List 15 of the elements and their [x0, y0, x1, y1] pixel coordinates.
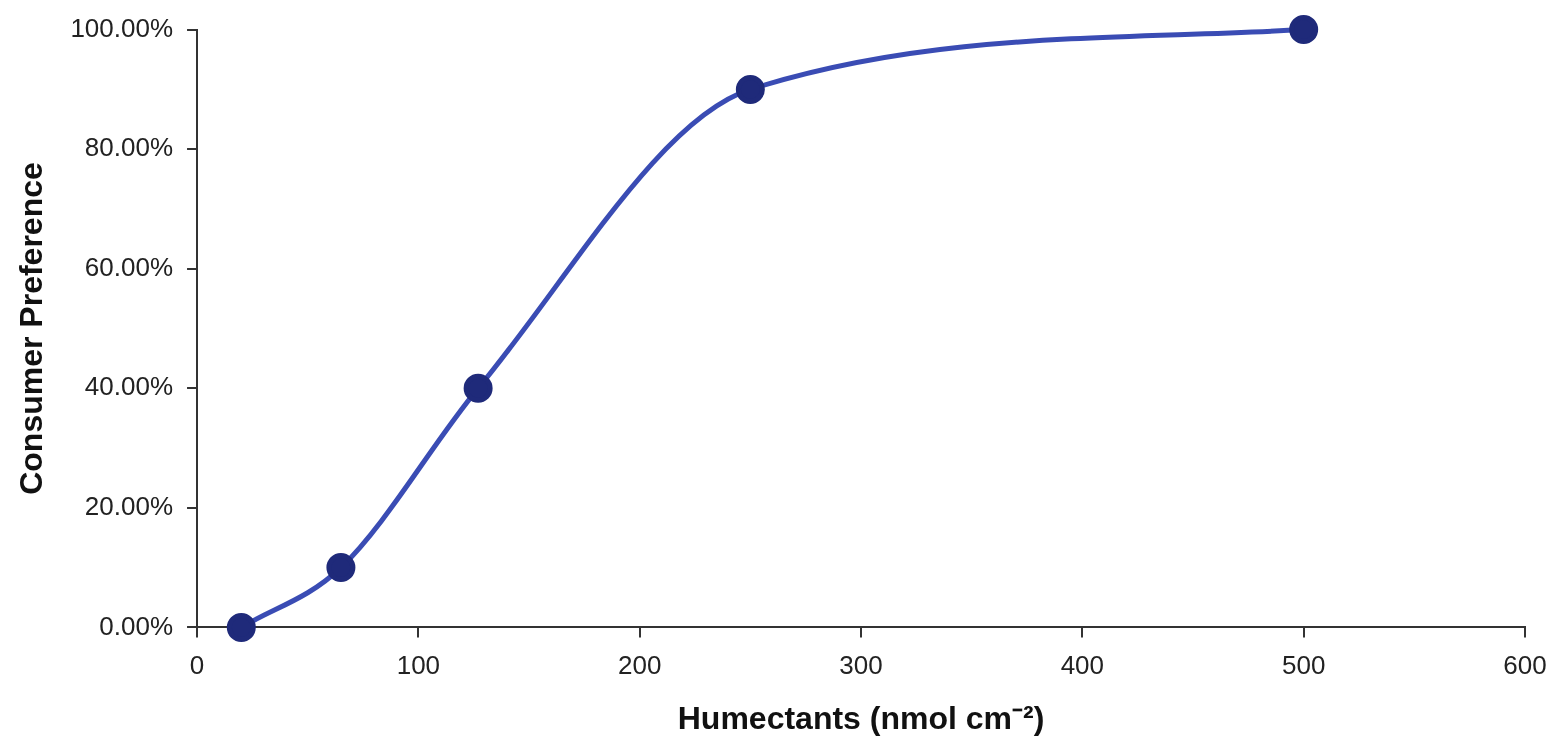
y-tick-label: 40.00%: [84, 371, 174, 402]
y-axis-title: Consumer Preference: [13, 162, 50, 495]
x-axis-title: Humectants (nmol cm⁻²): [677, 699, 1045, 736]
x-tick-label: 600: [1503, 650, 1547, 681]
x-tick-label: 200: [618, 650, 662, 681]
x-tick-label: 300: [839, 650, 883, 681]
y-tick-label: 0.00%: [99, 610, 174, 641]
y-tick-label: 100.00%: [70, 12, 174, 43]
x-tick-label: 400: [1060, 650, 1105, 681]
x-tick-label: 0: [189, 650, 205, 681]
y-tick-label: 20.00%: [84, 491, 174, 522]
y-tick-label: 60.00%: [84, 251, 174, 282]
x-tick-label: 100: [396, 650, 441, 681]
x-tick-label: 500: [1281, 650, 1326, 681]
y-tick-label: 80.00%: [84, 132, 174, 163]
